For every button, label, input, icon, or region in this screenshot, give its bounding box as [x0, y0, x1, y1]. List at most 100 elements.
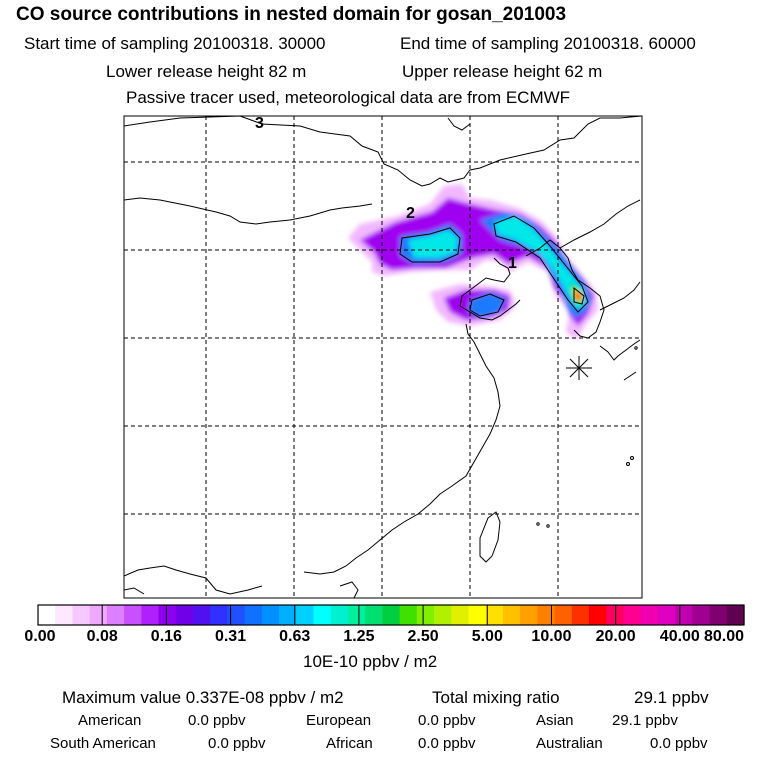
colorbar-cell [623, 605, 642, 625]
border-line [124, 197, 373, 225]
colorbar-cell [296, 605, 315, 625]
colorbar-tick-label: 80.00 [703, 628, 745, 645]
south-american-label: South American [50, 735, 156, 752]
coastlines [124, 116, 642, 598]
plume-cyan-east [494, 216, 586, 310]
colorbar-tick-label: 0.16 [150, 628, 182, 645]
max-value-label: Maximum value 0.337E-08 ppbv / m2 [62, 688, 344, 707]
colorbar-cell [365, 605, 383, 625]
african-value: 0.0 ppbv [418, 735, 476, 752]
colorbar-cell [192, 605, 211, 625]
total-mixing-label: Total mixing ratio [432, 688, 560, 707]
colorbar-cell [158, 605, 177, 625]
colorbar-cell [468, 605, 487, 625]
plume-cyan [408, 230, 458, 258]
map-frame [123, 115, 643, 599]
colorbar-frame [37, 604, 745, 626]
lower-release-label: Lower release height 82 m [106, 62, 307, 81]
colorbar-cell [692, 605, 711, 625]
colorbar-cell [124, 605, 142, 625]
colorbar-cell [106, 605, 125, 625]
australian-value: 0.0 ppbv [650, 735, 708, 752]
contour-line [399, 227, 461, 263]
colorbar-tick-label: 0.08 [86, 628, 118, 645]
start-time-label: Start time of sampling 20100318. 30000 [24, 34, 326, 53]
island [630, 456, 634, 460]
colorbar-cell [261, 605, 280, 625]
border-line [124, 565, 263, 595]
colorbar-cell [313, 605, 332, 625]
colorbar-cell [382, 605, 401, 625]
coastline [525, 239, 605, 339]
plume-blue-east [480, 212, 592, 318]
colorbar-unit: 10E-10 ppbv / m2 [303, 652, 438, 671]
coastline [623, 371, 637, 381]
map-label: 2 [406, 205, 415, 222]
coastline [303, 323, 501, 575]
colorbar-cell [589, 605, 607, 625]
contour-line [573, 286, 585, 305]
colorbar-cell [72, 605, 91, 625]
colorbar-cell [279, 605, 297, 625]
colorbar-cell [709, 605, 728, 625]
colorbar-cell [434, 605, 452, 625]
coastline [599, 339, 641, 361]
chart-title: CO source contributions in nested domain… [16, 4, 567, 25]
receptor-marker [566, 356, 592, 380]
colorbar-cell [175, 605, 194, 625]
colorbar-cell [244, 605, 263, 625]
island [546, 524, 550, 528]
colorbar-tick-label: 10.00 [531, 628, 572, 645]
colorbar-cell [227, 605, 246, 625]
european-value: 0.0 ppbv [418, 712, 476, 729]
colorbar-cell [38, 605, 56, 625]
south-american-value: 0.0 ppbv [208, 735, 266, 752]
island [634, 346, 638, 350]
colorbar-tick-label: 0.63 [279, 628, 311, 645]
american-label: American [78, 712, 142, 729]
asian-label: Asian [536, 712, 574, 729]
asian-value: 29.1 ppbv [612, 712, 678, 729]
upper-release-label: Upper release height 62 m [402, 62, 603, 81]
plume-red [576, 292, 582, 300]
map-label: 1 [508, 255, 517, 272]
colorbar-tick-label: 1.25 [343, 628, 375, 645]
total-mixing-value: 29.1 ppbv [634, 688, 709, 707]
colorbar-cell [485, 605, 504, 625]
border-line [124, 587, 145, 595]
contour-lines [399, 215, 589, 317]
european-label: European [306, 712, 372, 729]
contour-line [469, 293, 505, 317]
colorbar-cell [89, 605, 108, 625]
colorbar-cell [55, 605, 74, 625]
island [536, 522, 540, 526]
colorbar-cell [571, 605, 590, 625]
colorbar-tick-label: 0.31 [214, 628, 247, 645]
colorbar-tick-label: 5.00 [471, 628, 503, 645]
colorbar-cell [520, 605, 538, 625]
taiwan-coast [479, 511, 501, 563]
border-line [124, 116, 642, 187]
info-label: Passive tracer used, meteorological data… [126, 88, 571, 107]
colorbar-cell [210, 605, 229, 625]
african-label: African [326, 735, 373, 752]
colorbar-tick-label: 20.00 [595, 628, 636, 645]
coastline [599, 281, 641, 311]
colorbar-tick-label: 40.00 [659, 628, 700, 645]
border-line [447, 117, 471, 131]
australian-label: Australian [536, 735, 603, 752]
colorbar-cell [640, 605, 659, 625]
colorbar-cell [657, 605, 676, 625]
colorbar-cell [726, 605, 745, 625]
colorbar-cell [537, 605, 556, 625]
colorbar-cell [416, 605, 435, 625]
colorbar-cell [399, 605, 418, 625]
american-value: 0.0 ppbv [188, 712, 246, 729]
colorbar-tick-label: 0.00 [24, 628, 56, 645]
end-time-label: End time of sampling 20100318. 60000 [400, 34, 696, 53]
colorbar-cell [502, 605, 521, 625]
colorbar-cell [675, 605, 693, 625]
colorbar-cell [330, 605, 349, 625]
